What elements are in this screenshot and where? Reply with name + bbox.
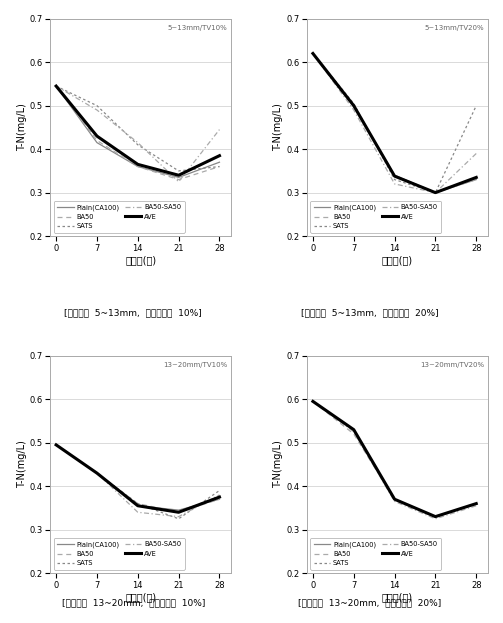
Text: [골재입도  13~20mm,  설계공극률  10%]: [골재입도 13~20mm, 설계공극률 10%] <box>61 599 205 607</box>
X-axis label: 침지일(일): 침지일(일) <box>382 255 413 265</box>
Legend: Plain(CA100), BA50, SATS, BA50-SA50, AVE: Plain(CA100), BA50, SATS, BA50-SA50, AVE <box>310 538 441 570</box>
Y-axis label: T-N(mg/L): T-N(mg/L) <box>17 103 27 151</box>
Y-axis label: T-N(mg/L): T-N(mg/L) <box>274 440 283 488</box>
Y-axis label: T-N(mg/L): T-N(mg/L) <box>17 440 27 488</box>
Text: 13~20mm/TV20%: 13~20mm/TV20% <box>420 362 484 368</box>
X-axis label: 침지일(일): 침지일(일) <box>125 255 156 265</box>
Legend: Plain(CA100), BA50, SATS, BA50-SA50, AVE: Plain(CA100), BA50, SATS, BA50-SA50, AVE <box>310 201 441 233</box>
Text: 5~13mm/TV20%: 5~13mm/TV20% <box>425 25 484 31</box>
Text: [골재입도  5~13mm,  설계공극률  20%]: [골재입도 5~13mm, 설계공극률 20%] <box>301 309 439 318</box>
Legend: Plain(CA100), BA50, SATS, BA50-SA50, AVE: Plain(CA100), BA50, SATS, BA50-SA50, AVE <box>54 201 185 233</box>
Y-axis label: T-N(mg/L): T-N(mg/L) <box>274 103 283 151</box>
Legend: Plain(CA100), BA50, SATS, BA50-SA50, AVE: Plain(CA100), BA50, SATS, BA50-SA50, AVE <box>54 538 185 570</box>
Text: 5~13mm/TV10%: 5~13mm/TV10% <box>168 25 227 31</box>
Text: [골재입도  13~20mm,  설계공극률  20%]: [골재입도 13~20mm, 설계공극률 20%] <box>298 599 441 607</box>
X-axis label: 침지일(일): 침지일(일) <box>125 592 156 602</box>
X-axis label: 침지일(일): 침지일(일) <box>382 592 413 602</box>
Text: 13~20mm/TV10%: 13~20mm/TV10% <box>163 362 227 368</box>
Text: [골재입도  5~13mm,  설계공극률  10%]: [골재입도 5~13mm, 설계공극률 10%] <box>64 309 202 318</box>
